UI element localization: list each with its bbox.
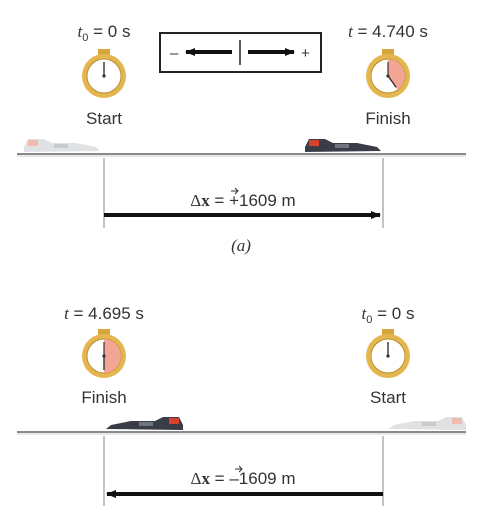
panel-b-car-finish — [106, 417, 183, 430]
panel-b-finish-label: Finish — [81, 388, 126, 407]
panel-b-displacement-label: Δx = –1609 m — [191, 469, 296, 488]
panel-b-finish-time: t = 4.695 s — [64, 304, 144, 323]
panel-b-finish-elapsed-wedge — [104, 339, 121, 373]
panel-b-finish-stopwatch — [82, 329, 126, 378]
panel-a-displacement-label: Δx = +1609 m — [190, 191, 295, 210]
panel-a-finish-stopwatch — [366, 49, 410, 98]
panel-b-start-time: t0 = 0 s — [362, 304, 415, 326]
panel-a: t0 = 0 s Start – + t = 4.740 s — [17, 22, 466, 255]
panel-a-finish-time: t = 4.740 s — [348, 22, 428, 41]
legend-minus: – — [170, 45, 179, 62]
panel-a-car-start-ghost — [24, 139, 100, 152]
panel-a-finish-elapsed-wedge — [388, 59, 405, 90]
panel-a-start-stopwatch — [82, 49, 126, 98]
panel-a-finish-label: Finish — [365, 109, 410, 128]
direction-legend: – + — [159, 32, 322, 73]
panel-a-car-finish — [305, 139, 381, 152]
panel-b-car-start-ghost — [389, 417, 466, 430]
panel-b-start-stopwatch — [366, 329, 410, 378]
panel-b: t = 4.695 s Finish t0 = 0 s Start — [17, 304, 466, 506]
panel-a-start-time: t0 = 0 s — [78, 22, 131, 44]
legend-plus: + — [301, 45, 310, 62]
panel-b-start-label: Start — [370, 388, 406, 407]
panel-a-caption: (a) — [231, 236, 251, 255]
panel-a-start-label: Start — [86, 109, 122, 128]
